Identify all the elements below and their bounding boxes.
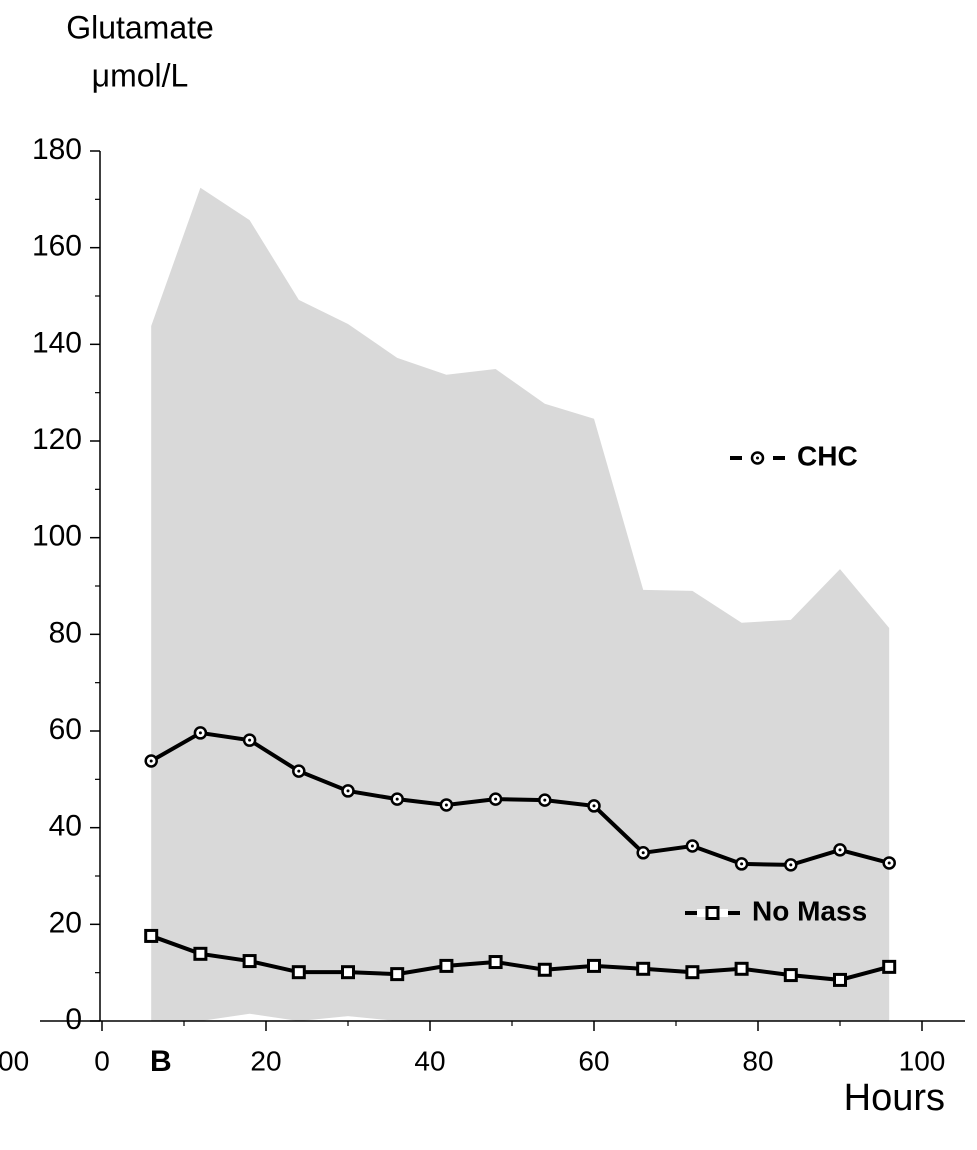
range-band	[151, 187, 890, 1021]
marker	[488, 955, 503, 970]
marker-dot	[690, 844, 694, 848]
x-tick-label: 20	[250, 1045, 281, 1076]
marker	[882, 959, 897, 974]
marker	[291, 965, 306, 980]
marker-dot	[346, 789, 350, 793]
marker	[705, 906, 720, 920]
marker	[734, 961, 749, 976]
y-tick-label: 40	[49, 810, 82, 843]
y-tick-label: 180	[32, 133, 82, 166]
marker-dot	[887, 861, 891, 865]
y-tick-label: 140	[32, 326, 82, 359]
y-tick-label: 160	[32, 230, 82, 263]
y-axis-label: μmol/L	[92, 57, 189, 93]
x-tick-label: 40	[414, 1045, 445, 1076]
y-tick-label: 120	[32, 423, 82, 456]
x-tick-label: 0	[94, 1045, 110, 1076]
x-tick-label: 60	[578, 1045, 609, 1076]
marker	[390, 967, 405, 982]
cropped-label: 00	[0, 1045, 29, 1076]
marker	[341, 965, 355, 980]
y-tick-label: 0	[65, 1003, 82, 1036]
y-tick-label: 20	[49, 906, 82, 939]
marker	[144, 928, 159, 943]
marker	[537, 962, 552, 977]
x-tick-label: 100	[899, 1045, 946, 1076]
marker-dot	[395, 797, 399, 801]
marker-dot	[740, 862, 744, 866]
marker-dot	[789, 863, 793, 867]
x-axis-label: Hours	[844, 1077, 945, 1119]
marker-dot	[838, 848, 842, 852]
marker-dot	[149, 759, 153, 763]
marker	[193, 946, 208, 961]
y-tick-label: 80	[49, 616, 82, 649]
marker-dot	[248, 738, 252, 742]
y-tick-label: 100	[32, 520, 82, 553]
marker	[783, 968, 798, 983]
marker	[833, 972, 847, 987]
series-line	[150, 934, 890, 982]
legend-label: No Mass	[752, 895, 867, 926]
legend-label: CHC	[797, 440, 858, 471]
marker	[636, 961, 651, 976]
series-line	[150, 730, 890, 867]
marker	[242, 954, 257, 969]
y-tick-label: 60	[49, 713, 82, 746]
marker-dot	[198, 731, 202, 735]
marker-dot	[543, 798, 547, 802]
y-axis-label: Glutamate	[66, 9, 214, 45]
marker-dot	[494, 797, 498, 801]
marker	[439, 958, 454, 973]
marker-dot	[444, 803, 448, 807]
x-tick-label: 80	[742, 1045, 773, 1076]
marker-dot	[756, 456, 759, 460]
marker-dot	[641, 851, 645, 855]
marker-dot	[592, 804, 596, 808]
panel-label: B	[150, 1045, 172, 1078]
marker-dot	[297, 769, 301, 773]
marker	[587, 958, 601, 973]
marker	[685, 965, 700, 980]
